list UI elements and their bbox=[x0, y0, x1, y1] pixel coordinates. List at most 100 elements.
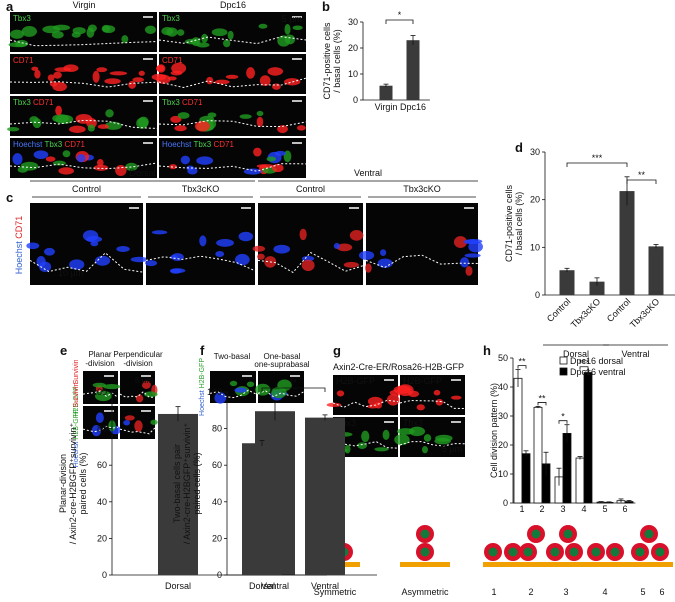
bar bbox=[305, 417, 345, 575]
cell-signal bbox=[246, 67, 255, 79]
cell-signal bbox=[256, 116, 264, 128]
cell-signal bbox=[134, 420, 143, 432]
y-axis-label: Planar-division bbox=[58, 454, 68, 513]
cell-signal bbox=[259, 75, 271, 87]
micrograph bbox=[7, 96, 158, 136]
cell-signal bbox=[124, 415, 135, 421]
y-axis-label: / Axin2-cre-H2BGFP⁺survivin⁺ bbox=[68, 422, 78, 544]
bar bbox=[575, 457, 585, 504]
nucleus bbox=[508, 547, 518, 557]
cell-signal bbox=[123, 419, 131, 426]
cell-signal bbox=[33, 150, 49, 160]
cell-signal bbox=[434, 437, 451, 445]
cell-signal bbox=[29, 116, 39, 124]
cell-signal bbox=[52, 24, 71, 31]
cell-signal bbox=[104, 78, 121, 85]
cell-signal bbox=[299, 228, 307, 241]
micrograph bbox=[8, 12, 158, 52]
cell-signal bbox=[223, 39, 231, 48]
column-header: Control bbox=[296, 184, 325, 194]
y-tick-label: 60 bbox=[97, 460, 107, 470]
cell-signal bbox=[196, 156, 214, 165]
y-tick-label: 20 bbox=[498, 440, 508, 450]
stain-label: CD71 bbox=[13, 56, 34, 65]
cell-signal bbox=[238, 231, 254, 242]
cell-signal bbox=[333, 242, 341, 250]
cell-signal bbox=[125, 162, 138, 171]
pattern-number: 3 bbox=[563, 587, 568, 597]
micrograph bbox=[9, 54, 158, 94]
cell-signal bbox=[252, 245, 266, 252]
cell-signal bbox=[170, 70, 183, 76]
cell-signal bbox=[433, 389, 441, 396]
stain-label: Tbx3 CD71 bbox=[162, 98, 203, 107]
cell-signal bbox=[460, 257, 470, 268]
micrograph bbox=[252, 203, 364, 285]
significance-label: ** bbox=[518, 357, 526, 367]
bar bbox=[513, 377, 523, 504]
column-header: Dpc16 bbox=[220, 0, 246, 10]
basement-membrane bbox=[9, 162, 158, 170]
bar bbox=[242, 443, 282, 575]
stain-label: Tbx3 bbox=[336, 418, 356, 428]
y-tick-label: 0 bbox=[102, 570, 107, 580]
panel-label: d bbox=[515, 140, 523, 155]
image-bg bbox=[333, 375, 398, 415]
micrograph bbox=[358, 203, 483, 285]
stain-word: CD71 bbox=[64, 140, 85, 149]
nucleus bbox=[420, 547, 430, 557]
cell-signal bbox=[76, 154, 86, 163]
y-tick-label: 40 bbox=[212, 497, 222, 507]
bar bbox=[619, 191, 635, 295]
image-bg bbox=[30, 203, 143, 285]
cell-signal bbox=[464, 253, 481, 258]
basement-membrane bbox=[82, 425, 119, 433]
y-tick-label: 10 bbox=[530, 242, 540, 252]
basement-membrane bbox=[399, 441, 466, 447]
cell-signal bbox=[207, 112, 217, 118]
group-label: Dorsal bbox=[563, 349, 589, 359]
cell-signal bbox=[138, 116, 149, 128]
column-header: Virgin bbox=[73, 0, 96, 10]
scale-label: 5 µm bbox=[442, 444, 462, 454]
significance-bracket bbox=[517, 365, 527, 369]
group-header: Dorsal bbox=[129, 168, 155, 178]
y-axis-label: CD71-positive cells bbox=[322, 22, 332, 100]
y-axis-label: paired cells (%) bbox=[192, 452, 202, 514]
cell-signal bbox=[194, 120, 210, 132]
nucleus bbox=[523, 547, 533, 557]
cell-signal bbox=[44, 247, 55, 256]
nucleus bbox=[635, 547, 645, 557]
cell-signal bbox=[116, 245, 130, 253]
pattern-number: 1 bbox=[491, 587, 496, 597]
y-tick-label: 100 bbox=[92, 387, 107, 397]
basement-membrane bbox=[145, 255, 256, 272]
y-tick-label: 30 bbox=[498, 411, 508, 421]
stain-word: Tbx3 bbox=[13, 14, 31, 23]
y-tick-label: 0 bbox=[535, 290, 540, 300]
stain-word: H2B-GFP bbox=[73, 386, 80, 417]
significance-label: *** bbox=[579, 358, 590, 368]
scale-label: 5 µm bbox=[135, 376, 153, 385]
cell-signal bbox=[421, 446, 428, 454]
pattern-label: Asymmetric bbox=[402, 587, 449, 597]
pattern-number: 6 bbox=[659, 587, 664, 597]
nucleus bbox=[563, 529, 573, 539]
cell-signal bbox=[161, 27, 174, 36]
nucleus bbox=[610, 547, 620, 557]
cell-signal bbox=[397, 384, 414, 397]
y-tick-label: 50 bbox=[498, 353, 508, 363]
cell-signal bbox=[301, 255, 315, 262]
stain-word: Hoechst bbox=[162, 140, 192, 149]
x-tick-label: Control bbox=[545, 296, 573, 324]
cell-signal bbox=[130, 256, 148, 263]
cell-signal bbox=[58, 167, 75, 175]
panel-label: c bbox=[6, 190, 13, 205]
cell-signal bbox=[54, 67, 72, 72]
cell-signal bbox=[69, 259, 85, 270]
cell-signal bbox=[367, 404, 379, 409]
legend-swatch bbox=[559, 367, 568, 376]
y-tick-label: 20 bbox=[348, 43, 358, 53]
cell-signal bbox=[105, 109, 114, 118]
cell-signal bbox=[361, 430, 370, 443]
